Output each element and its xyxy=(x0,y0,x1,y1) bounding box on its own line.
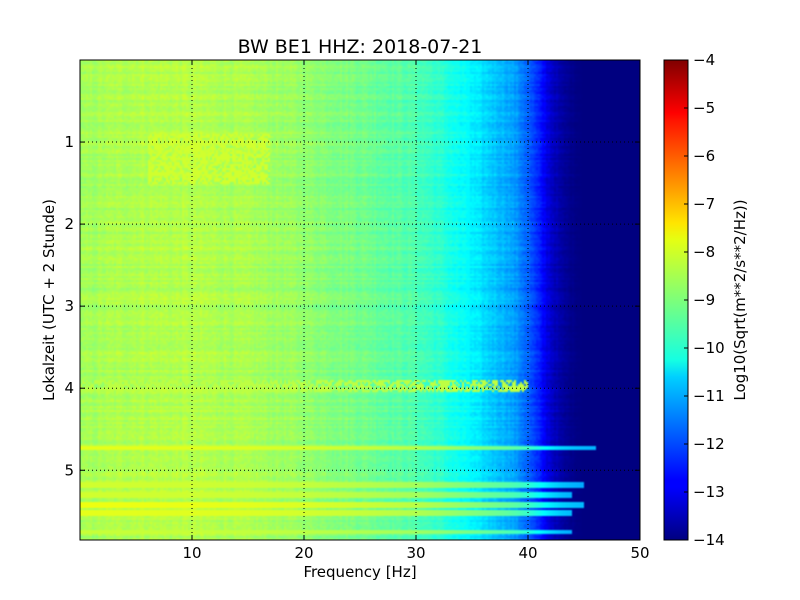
colorbar-tick-label: −13 xyxy=(693,483,725,501)
colorbar-tick-label: −14 xyxy=(693,531,725,549)
y-axis-ticks: 1 2 3 4 5 xyxy=(64,133,640,479)
colorbar-tick-label: −11 xyxy=(693,387,725,405)
colorbar-tick-label: −5 xyxy=(693,99,715,117)
colorbar-label: Log10(Sqrt(m**2/s**2/Hz)) xyxy=(731,199,749,400)
spectrogram-heatmap xyxy=(80,60,640,540)
x-tick-label: 30 xyxy=(406,544,425,562)
x-axis-ticks: 10 20 30 40 50 xyxy=(182,60,650,562)
y-tick-label: 5 xyxy=(64,461,74,479)
y-tick-label: 2 xyxy=(64,215,74,233)
plot-frame xyxy=(79,59,641,541)
colorbar-ticks: −4 −5 −6 −7 −8 −9 −10 −11 −12 −13 −14 xyxy=(684,51,725,549)
x-tick-label: 20 xyxy=(294,544,313,562)
colorbar-tick-label: −4 xyxy=(693,51,715,69)
x-tick-label: 50 xyxy=(630,544,649,562)
colorbar-tick-label: −12 xyxy=(693,435,725,453)
y-tick-label: 3 xyxy=(64,297,74,315)
colorbar-tick-label: −10 xyxy=(693,339,725,357)
x-axis-label: Frequency [Hz] xyxy=(303,563,416,581)
y-axis-label: Lokalzeit (UTC + 2 Stunde) xyxy=(40,199,58,401)
grid-lines xyxy=(80,60,640,540)
colorbar-tick-label: −9 xyxy=(693,291,715,309)
y-tick-label: 4 xyxy=(64,379,74,397)
chart-title: BW BE1 HHZ: 2018-07-21 xyxy=(238,36,483,58)
colorbar-tick-label: −6 xyxy=(693,147,715,165)
x-tick-label: 10 xyxy=(182,544,201,562)
colorbar-tick-label: −8 xyxy=(693,243,715,261)
y-tick-label: 1 xyxy=(64,133,74,151)
x-tick-label: 40 xyxy=(518,544,537,562)
colorbar-tick-label: −7 xyxy=(693,195,715,213)
